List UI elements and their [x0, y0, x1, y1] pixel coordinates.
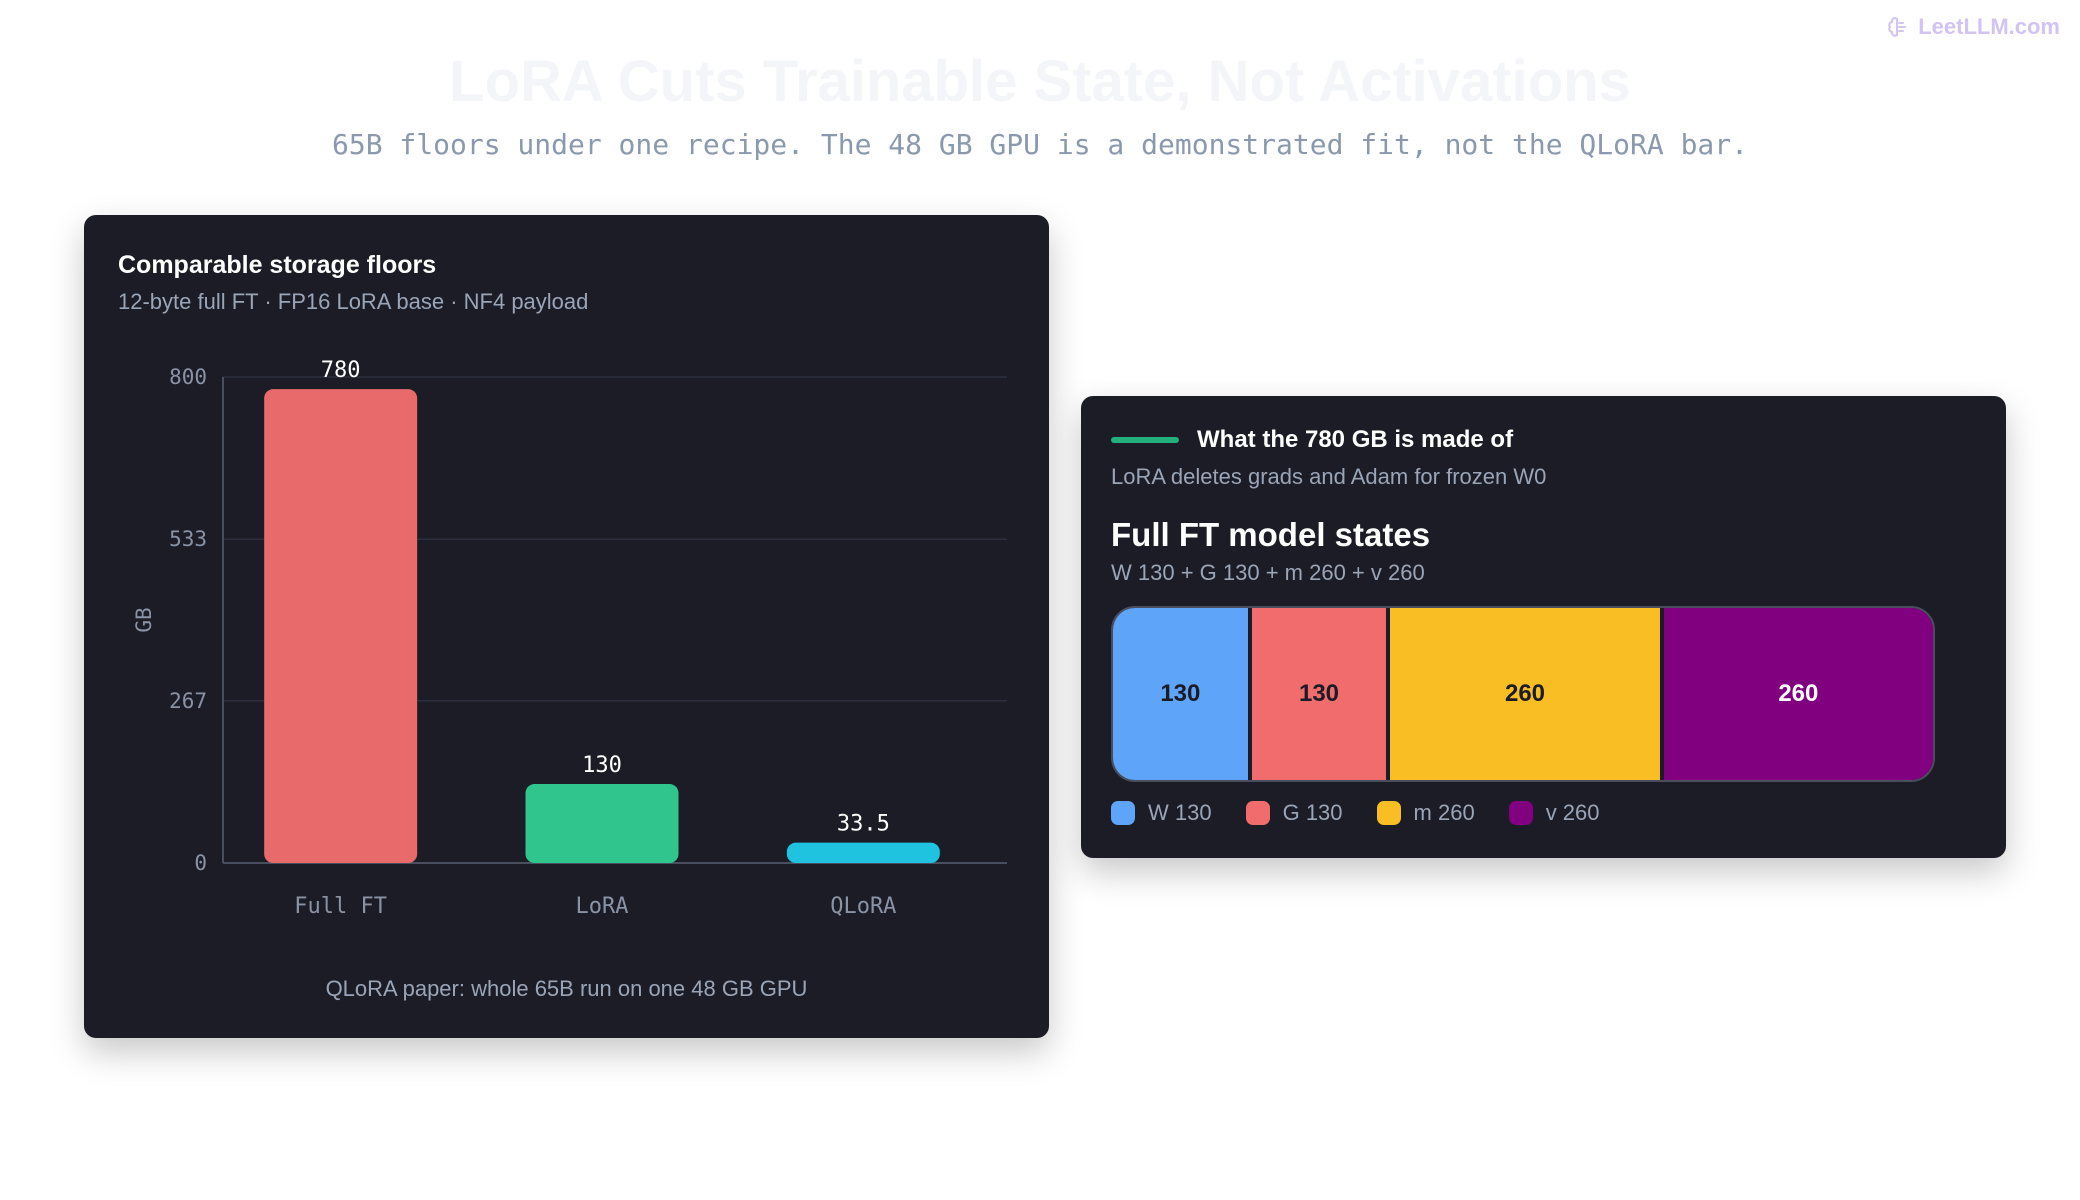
stack-segment: 130	[1247, 608, 1387, 780]
card-title: Comparable storage floors	[118, 251, 437, 279]
stack-segment: 260	[1386, 608, 1660, 780]
accent-line	[1111, 437, 1179, 443]
brand-name: LeetLLM.com	[1918, 14, 2060, 39]
legend-item: G 130	[1245, 800, 1343, 826]
stacked-breakdown-bar: 130 130 260 260	[1111, 606, 1935, 782]
bar	[786, 842, 940, 863]
page-title: LoRA Cuts Trainable State, Not Activatio…	[449, 49, 1631, 114]
breakdown-header: What the 780 GB is made of	[1111, 426, 1513, 454]
breakdown-title: What the 780 GB is made of	[1197, 426, 1514, 453]
legend-swatch	[1245, 801, 1270, 825]
model-states-heading: Full FT model states	[1111, 516, 1431, 553]
legend-item: v 260	[1508, 800, 1600, 826]
brain-icon	[1888, 16, 1907, 37]
bar-value-label: 130	[582, 753, 622, 778]
x-tick-label: LoRA	[576, 894, 629, 919]
x-tick-label: Full FT	[294, 894, 387, 919]
legend-label: v 260	[1545, 800, 1600, 825]
stack-segment: 260	[1659, 608, 1933, 780]
breakdown-subtitle: LoRA deletes grads and Adam for frozen W…	[1111, 464, 1547, 489]
legend-label: m 260	[1413, 800, 1475, 825]
stack-segment: 130	[1113, 608, 1248, 780]
storage-floors-card: Comparable storage floors 12-byte full F…	[84, 215, 1049, 1038]
bar-value-label: 780	[321, 358, 361, 383]
y-tick-label: 267	[169, 689, 207, 713]
brand-logo[interactable]: LeetLLM.com	[1886, 14, 2060, 40]
legend-item: W 130	[1111, 800, 1212, 826]
legend-label: W 130	[1148, 800, 1212, 825]
breakdown-legend: W 130 G 130 m 260 v 260	[1111, 800, 1600, 826]
legend-swatch	[1111, 801, 1135, 825]
y-tick-label: 533	[169, 527, 207, 551]
legend-swatch	[1508, 801, 1533, 825]
storage-bar-chart: 0 267 533 800 GB 780 Full FT 130 LoRA 33.5 QLoRA	[132, 358, 1007, 919]
bar-value-label: 33.5	[837, 812, 890, 837]
legend-label: G 130	[1282, 800, 1343, 825]
page-subtitle: 65B floors under one recipe. The 48 GB G…	[331, 128, 1749, 161]
chart-footnote: QLoRA paper: whole 65B run on one 48 GB …	[325, 976, 808, 1001]
bar	[264, 389, 418, 863]
y-tick-label: 800	[169, 365, 207, 389]
x-tick-label: QLoRA	[830, 894, 896, 919]
model-states-formula: W 130 + G 130 + m 260 + v 260	[1111, 560, 1425, 585]
y-axis-label: GB	[132, 607, 156, 632]
bar	[525, 784, 679, 863]
card-subtitle: 12-byte full FT · FP16 LoRA base · NF4 p…	[118, 289, 589, 314]
legend-swatch	[1376, 801, 1401, 825]
legend-item: m 260	[1376, 800, 1475, 826]
y-tick-label: 0	[194, 851, 207, 875]
breakdown-card: What the 780 GB is made of LoRA deletes …	[1081, 396, 2006, 858]
